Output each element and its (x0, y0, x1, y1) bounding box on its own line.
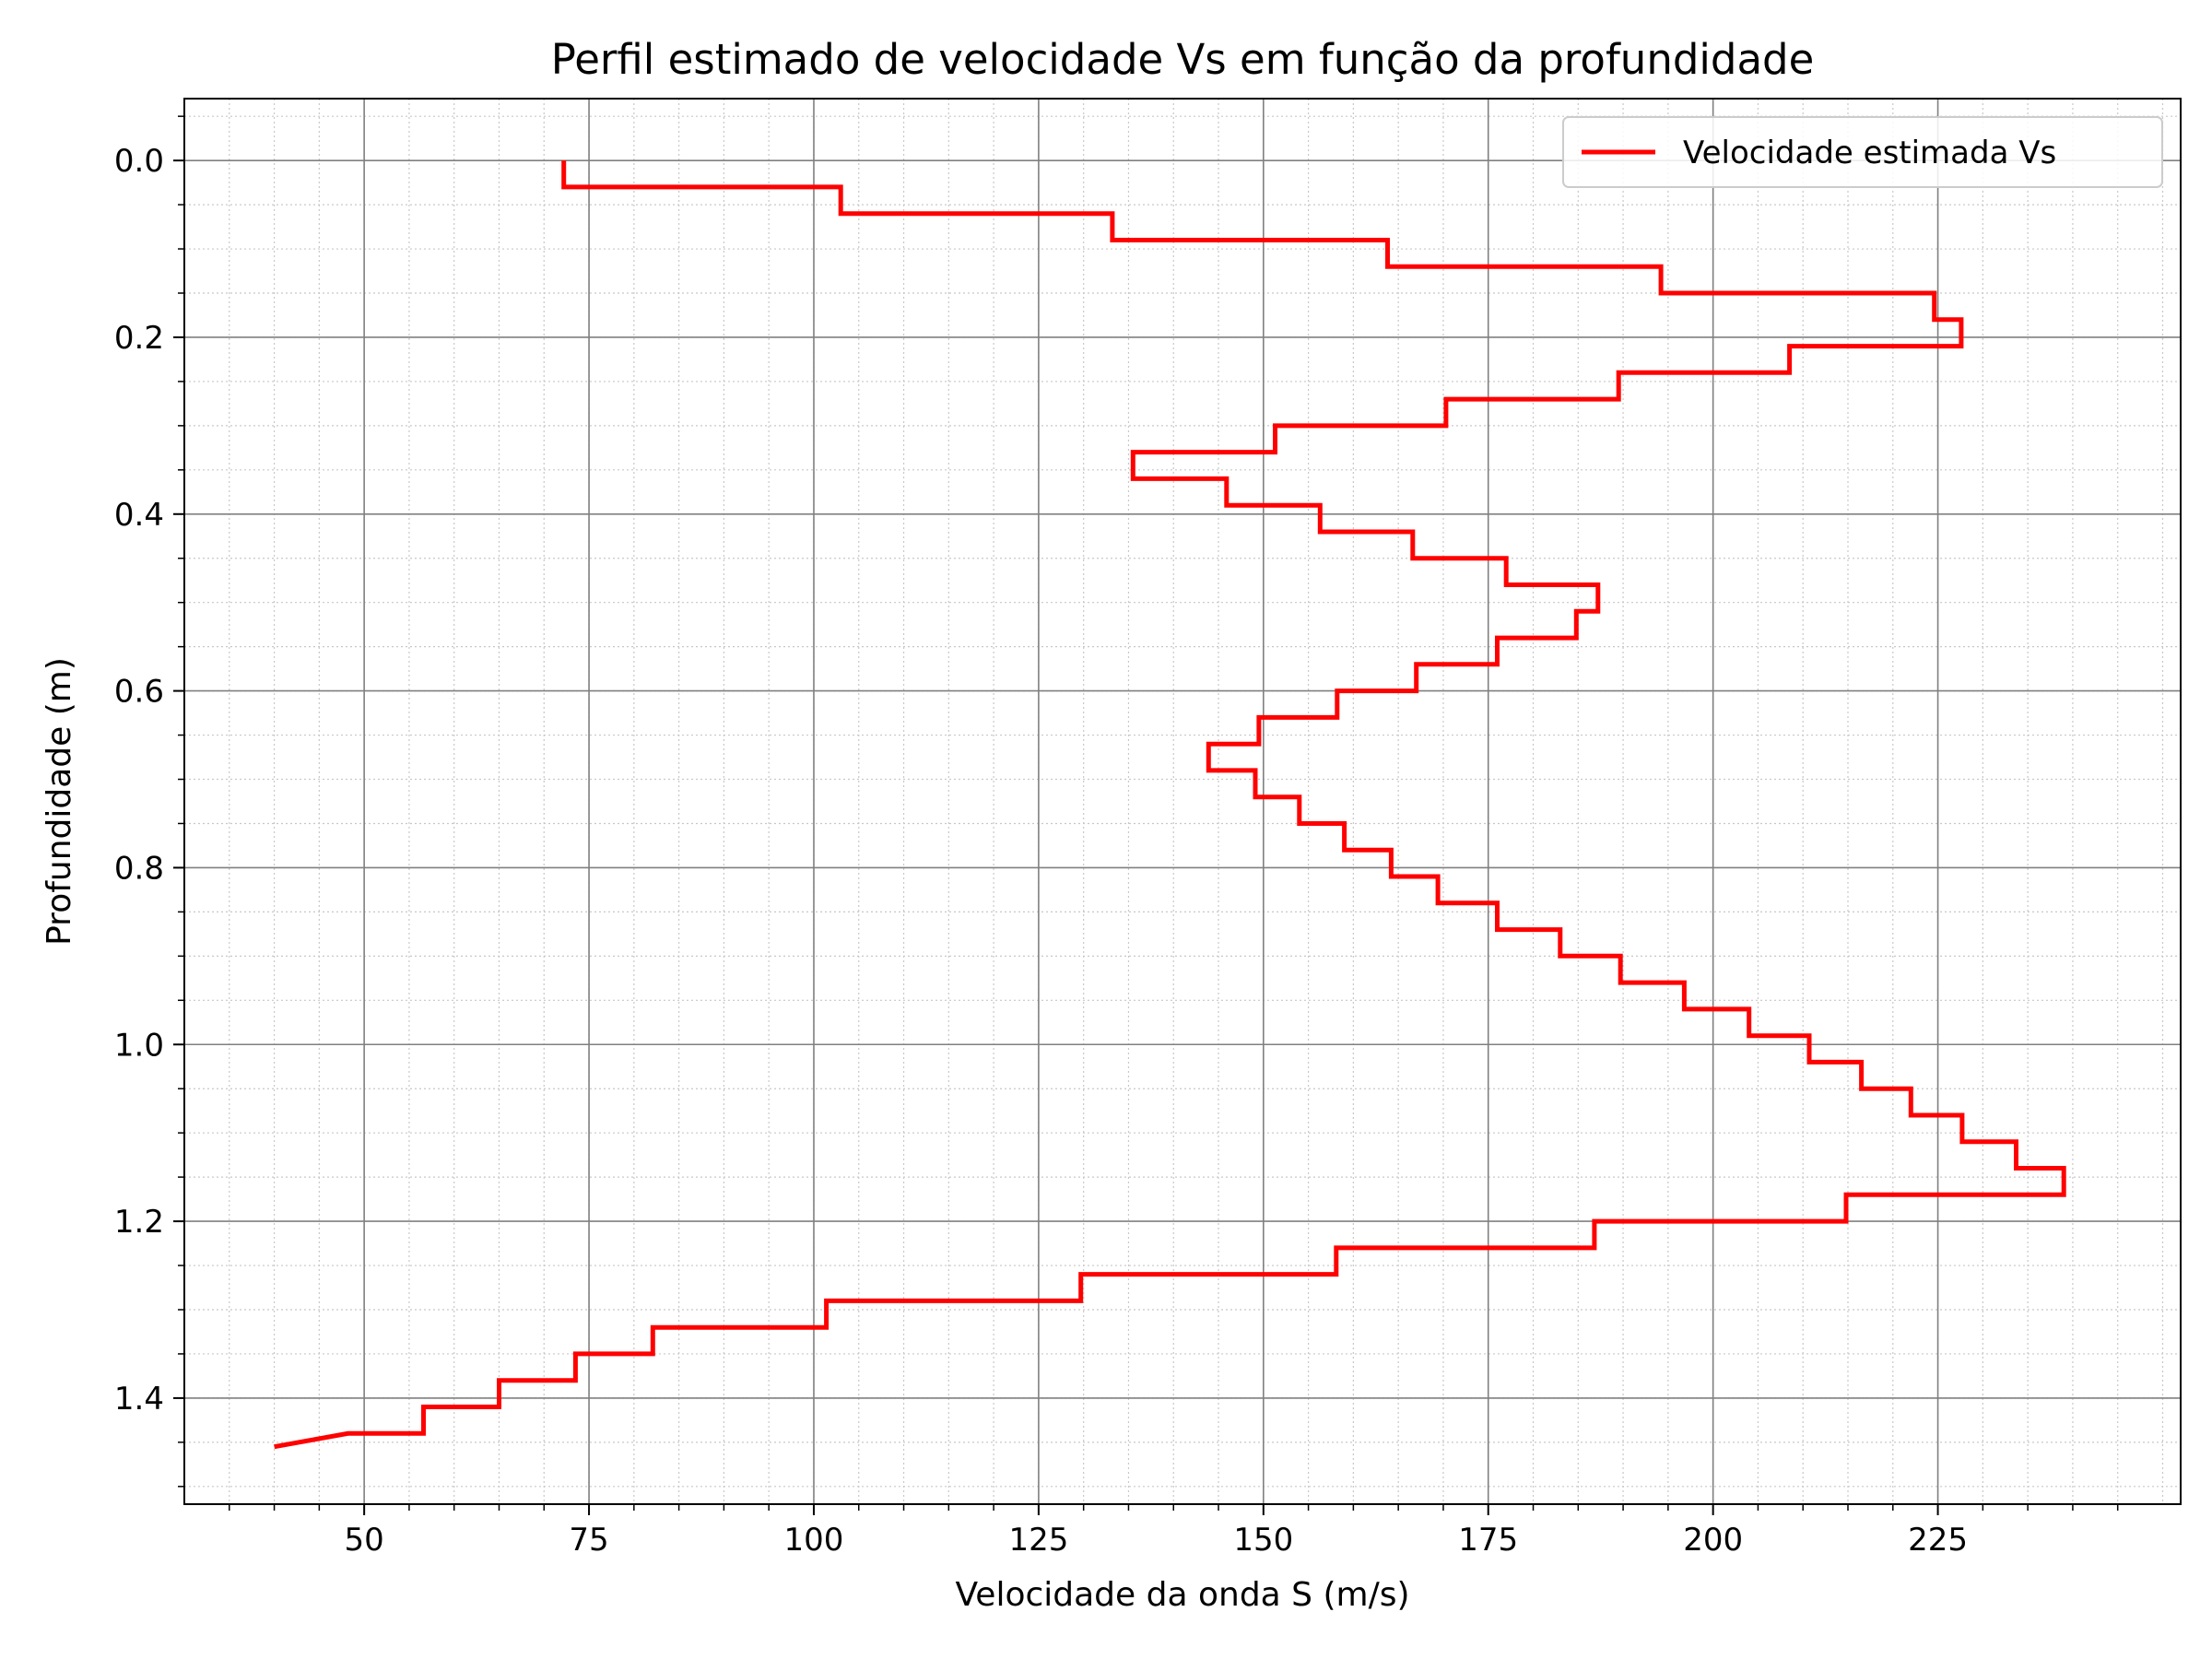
x-tick-label: 50 (345, 1522, 384, 1559)
y-axis-ticks: 0.0 0.2 0.4 0.6 0.8 1.0 1.2 1.4 (114, 115, 184, 1488)
y-tick-label: 0.8 (114, 850, 164, 887)
y-tick-label: 1.2 (114, 1204, 164, 1241)
y-tick-label: 0.0 (114, 143, 164, 180)
x-tick-label: 125 (1008, 1522, 1068, 1559)
series-layer (274, 160, 2066, 1450)
x-axis-label: Velocidade da onda S (m/s) (955, 1576, 1409, 1614)
x-tick-label: 100 (784, 1522, 844, 1559)
x-tick-label: 75 (569, 1522, 608, 1559)
y-tick-label: 1.0 (114, 1027, 164, 1064)
x-tick-label: 225 (1908, 1522, 1968, 1559)
series-line-velocidade-estimada (274, 160, 2066, 1450)
y-tick-label: 0.2 (114, 320, 164, 357)
legend-box (1562, 116, 2163, 188)
y-axis-label: Profundidade (m) (41, 657, 78, 946)
legend-label: Velocidade estimada Vs (1683, 135, 2056, 171)
y-tick-label: 0.4 (114, 497, 164, 534)
y-tick-label: 0.6 (114, 674, 164, 711)
major-grid (184, 99, 2181, 1504)
x-tick-label: 150 (1233, 1522, 1293, 1559)
x-tick-label: 200 (1683, 1522, 1743, 1559)
plot-frame (183, 98, 2182, 1505)
y-tick-label: 1.4 (114, 1381, 164, 1418)
legend: Velocidade estimada Vs (1562, 116, 2163, 188)
chart-title: Perfil estimado de velocidade Vs em funç… (551, 35, 1815, 84)
x-axis-ticks: 50 75 100 125 150 175 200 225 (229, 1504, 2119, 1559)
x-tick-label: 175 (1458, 1522, 1518, 1559)
